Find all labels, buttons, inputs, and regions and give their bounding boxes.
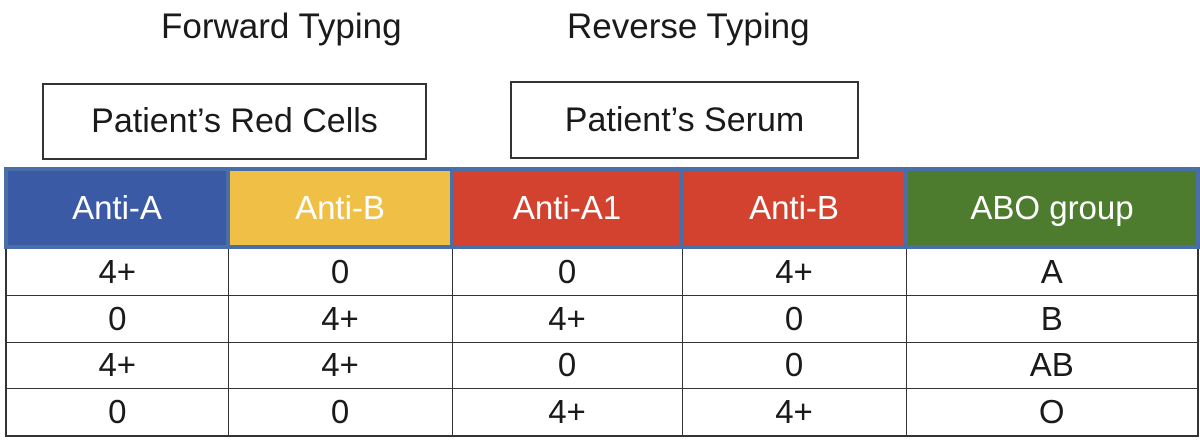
header-abo-group: ABO group	[904, 167, 1200, 249]
table-cell: 4+	[5, 246, 229, 296]
patient-red-cells-label: Patient’s Red Cells	[91, 102, 378, 140]
patient-red-cells-box: Patient’s Red Cells	[42, 83, 427, 160]
table-cell: B	[905, 294, 1199, 343]
header-anti-b-forward: Anti-B	[226, 167, 454, 249]
table-cell: 0	[451, 246, 683, 296]
table-cell: 4+	[451, 294, 683, 343]
table-cell: 0	[681, 294, 907, 343]
patient-serum-box: Patient’s Serum	[510, 81, 859, 159]
header-anti-b-reverse: Anti-B	[680, 167, 908, 249]
table-row: 4+ 4+ 0 0 AB	[5, 341, 1199, 390]
table-row: 0 0 4+ 4+ O	[5, 388, 1199, 438]
table-header-row: Anti-A Anti-B Anti-A1 Anti-B ABO group	[4, 167, 1200, 249]
table-cell: 0	[227, 388, 453, 438]
table-cell: 0	[681, 341, 907, 390]
table-cell: 4+	[227, 341, 453, 390]
header-anti-a: Anti-A	[4, 167, 230, 249]
table-cell: O	[905, 388, 1199, 438]
table-row: 0 4+ 4+ 0 B	[5, 294, 1199, 343]
table-cell: 0	[5, 388, 229, 438]
reverse-typing-heading: Reverse Typing	[567, 7, 810, 46]
table-cell: A	[905, 246, 1199, 296]
table-cell: 0	[451, 341, 683, 390]
forward-typing-heading: Forward Typing	[161, 7, 402, 46]
table-cell: 4+	[681, 246, 907, 296]
table-cell: 0	[227, 246, 453, 296]
table-cell: 0	[5, 294, 229, 343]
table-cell: 4+	[5, 341, 229, 390]
table-cell: 4+	[451, 388, 683, 438]
table-cell: 4+	[681, 388, 907, 438]
table-cell: AB	[905, 341, 1199, 390]
header-anti-a1: Anti-A1	[450, 167, 684, 249]
table-cell: 4+	[227, 294, 453, 343]
abo-typing-table: Anti-A Anti-B Anti-A1 Anti-B ABO group 4…	[4, 167, 1200, 438]
table-row: 4+ 0 0 4+ A	[5, 246, 1199, 296]
patient-serum-label: Patient’s Serum	[564, 100, 805, 139]
